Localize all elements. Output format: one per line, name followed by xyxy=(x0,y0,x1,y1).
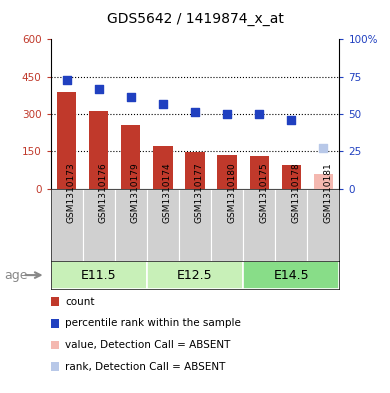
Bar xyxy=(153,146,172,189)
Point xyxy=(224,111,230,117)
Text: GSM1310174: GSM1310174 xyxy=(163,162,172,222)
Text: GSM1310176: GSM1310176 xyxy=(99,162,108,223)
Bar xyxy=(243,189,275,261)
Text: rank, Detection Call = ABSENT: rank, Detection Call = ABSENT xyxy=(65,362,225,372)
Text: percentile rank within the sample: percentile rank within the sample xyxy=(65,318,241,329)
Bar xyxy=(147,261,243,289)
Bar xyxy=(51,189,83,261)
Text: GSM1310178: GSM1310178 xyxy=(291,162,300,223)
Text: value, Detection Call = ABSENT: value, Detection Call = ABSENT xyxy=(65,340,230,350)
Bar xyxy=(243,261,339,289)
Bar xyxy=(121,125,140,189)
Bar xyxy=(275,189,307,261)
Point xyxy=(256,111,262,117)
Text: GSM1310177: GSM1310177 xyxy=(195,162,204,223)
Bar xyxy=(115,189,147,261)
Bar xyxy=(179,189,211,261)
Point xyxy=(320,144,326,151)
Point xyxy=(128,94,134,100)
Bar xyxy=(147,189,179,261)
Bar xyxy=(211,189,243,261)
Bar xyxy=(218,155,237,189)
Bar xyxy=(83,189,115,261)
Bar xyxy=(57,92,76,189)
Bar xyxy=(250,156,269,189)
Point xyxy=(160,101,166,107)
Text: count: count xyxy=(65,297,95,307)
Point xyxy=(192,109,198,116)
Text: GDS5642 / 1419874_x_at: GDS5642 / 1419874_x_at xyxy=(106,12,284,26)
Point xyxy=(96,86,102,92)
Text: GSM1310179: GSM1310179 xyxy=(131,162,140,223)
Bar xyxy=(51,261,147,289)
Text: GSM1310181: GSM1310181 xyxy=(323,162,332,223)
Bar xyxy=(282,165,301,189)
Bar xyxy=(314,174,333,189)
Bar xyxy=(89,112,108,189)
Text: GSM1310180: GSM1310180 xyxy=(227,162,236,223)
Point xyxy=(288,117,294,123)
Bar xyxy=(185,152,205,189)
Text: age: age xyxy=(4,268,27,282)
Text: GSM1310175: GSM1310175 xyxy=(259,162,268,223)
Text: E11.5: E11.5 xyxy=(81,268,117,282)
Point xyxy=(64,77,70,83)
Bar xyxy=(307,189,339,261)
Text: E14.5: E14.5 xyxy=(273,268,309,282)
Text: GSM1310173: GSM1310173 xyxy=(67,162,76,223)
Text: E12.5: E12.5 xyxy=(177,268,213,282)
